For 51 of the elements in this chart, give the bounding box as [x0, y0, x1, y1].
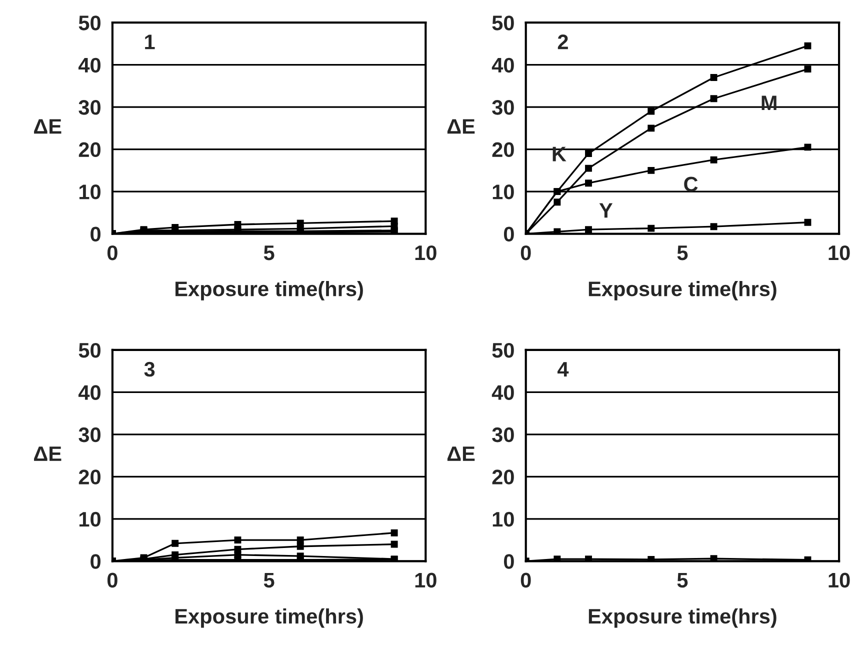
x-tick-label: 10: [415, 572, 436, 588]
y-tick-label: 30: [78, 100, 100, 115]
y-tick-label: 20: [492, 470, 514, 484]
y-tick-label: 30: [492, 427, 514, 442]
x-tick-label: 0: [107, 572, 118, 588]
x-axis-title: Exposure time(hrs): [588, 280, 776, 300]
y-tick-label: 40: [78, 385, 100, 400]
x-tick-label: 5: [677, 573, 688, 588]
y-tick-label: 0: [90, 226, 100, 242]
annotation: 3: [144, 362, 155, 377]
annotation: 2: [558, 34, 568, 50]
y-tick-label: 0: [504, 226, 514, 242]
x-tick-label: 10: [415, 245, 436, 260]
y-axis-title: ΔE: [447, 446, 475, 461]
x-tick-label: 10: [828, 245, 850, 260]
x-axis-title: Exposure time(hrs): [176, 280, 363, 300]
x-tick-label: 0: [107, 245, 118, 260]
y-tick-label: 30: [492, 100, 514, 115]
annotation: 4: [557, 362, 569, 376]
y-tick-label: 30: [78, 427, 100, 442]
y-tick-label: 10: [79, 512, 100, 527]
y-tick-label: 50: [78, 342, 100, 358]
y-tick-label: 20: [78, 470, 100, 484]
x-tick-label: 10: [828, 572, 850, 588]
y-tick-label: 20: [78, 142, 100, 158]
x-tick-label: 0: [520, 245, 531, 260]
series-label: Y: [599, 203, 613, 218]
y-tick-label: 0: [504, 554, 514, 569]
y-axis-title: ΔE: [34, 446, 62, 461]
y-tick-label: 50: [492, 342, 514, 358]
y-tick-label: 40: [78, 58, 100, 73]
series-label: K: [552, 146, 566, 162]
annotation: 1: [145, 34, 155, 50]
y-tick-label: 40: [492, 385, 514, 400]
x-tick-label: 5: [264, 246, 274, 260]
y-tick-label: 50: [492, 16, 514, 30]
x-tick-label: 5: [677, 246, 688, 260]
y-tick-label: 0: [90, 554, 100, 569]
y-tick-label: 10: [492, 512, 514, 527]
y-tick-label: 10: [79, 184, 100, 200]
x-axis-title: Exposure time(hrs): [176, 608, 363, 628]
x-axis-title: Exposure time(hrs): [588, 608, 776, 628]
x-tick-label: 5: [264, 573, 274, 588]
y-axis-title: ΔE: [447, 119, 475, 134]
y-axis-title: ΔE: [34, 119, 62, 134]
y-tick-label: 10: [492, 184, 514, 200]
y-tick-label: 40: [492, 58, 514, 73]
y-tick-label: 50: [78, 16, 100, 30]
x-tick-label: 0: [520, 572, 531, 588]
series-label: C: [684, 176, 698, 192]
y-tick-label: 20: [492, 142, 514, 158]
